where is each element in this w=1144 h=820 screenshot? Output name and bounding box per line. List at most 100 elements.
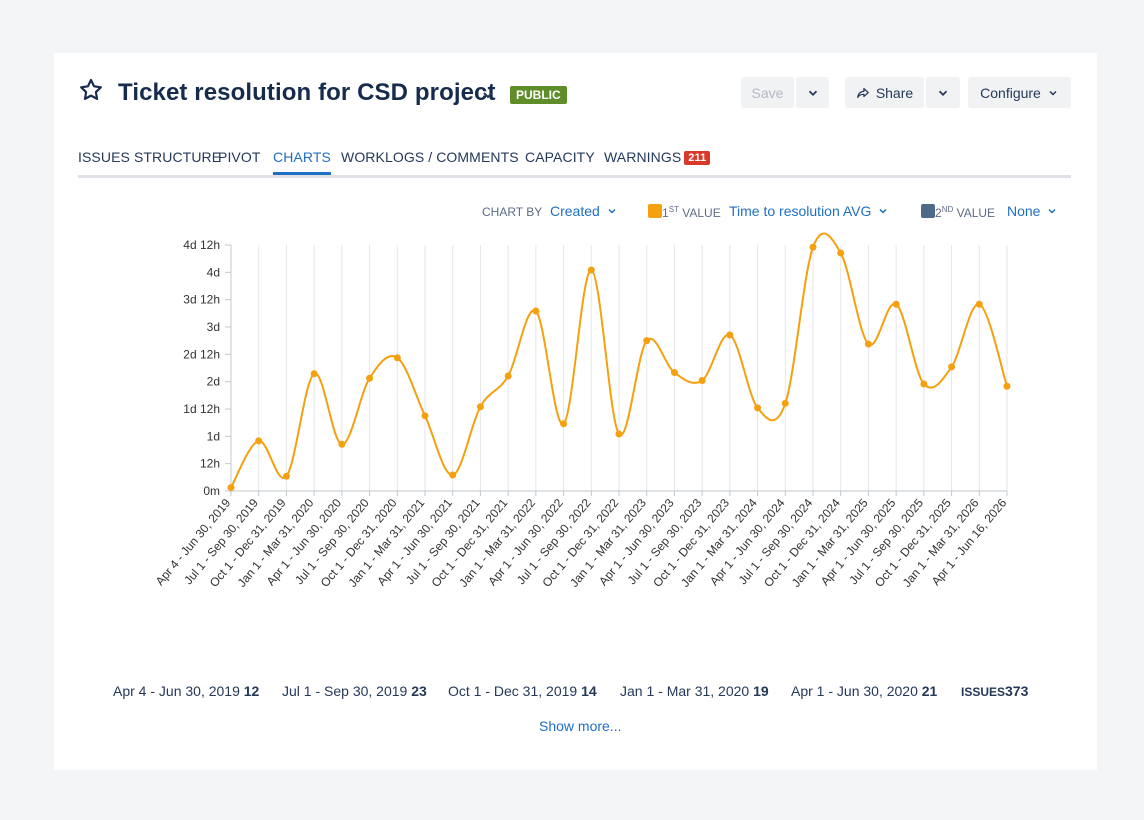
data-point <box>698 377 706 385</box>
second-value-color-swatch[interactable] <box>921 204 935 218</box>
status-badge: PUBLIC <box>510 86 567 104</box>
chevron-down-icon[interactable] <box>480 87 496 103</box>
summary-count: 12 <box>243 683 260 699</box>
data-point <box>476 403 484 411</box>
data-point <box>282 472 290 480</box>
first-value-color-swatch[interactable] <box>648 204 662 218</box>
data-point <box>532 307 540 315</box>
data-point <box>892 300 900 308</box>
tab-charts[interactable]: CHARTS <box>273 149 331 175</box>
first-value-label-sup: ST <box>668 205 679 214</box>
summary-label: Oct 1 - Dec 31, 2019 <box>448 683 578 699</box>
configure-label: Configure <box>980 84 1041 101</box>
data-point <box>560 420 568 428</box>
y-tick-label: 2d <box>207 375 220 389</box>
data-point <box>227 484 235 492</box>
save-button[interactable]: Save <box>741 77 794 108</box>
warnings-count-badge: 211 <box>684 151 711 165</box>
summary-count: 19 <box>753 683 769 699</box>
tab-worklogs-comments[interactable]: WORKLOGS / COMMENTS <box>341 149 519 165</box>
data-point <box>338 440 346 448</box>
data-point <box>255 437 263 445</box>
data-point <box>726 331 734 339</box>
first-value-value: Time to resolution AVG <box>729 203 872 219</box>
tab-warnings[interactable]: WARNINGS 211 <box>604 149 711 172</box>
tab-pivot[interactable]: PIVOT <box>218 149 261 165</box>
second-value-value: None <box>1007 203 1041 219</box>
report-header: Ticket resolution for CSD project PUBLIC… <box>78 75 1071 115</box>
issues-label: ISSUES <box>961 685 1006 699</box>
data-point <box>310 370 318 378</box>
share-button[interactable]: Share <box>845 77 924 108</box>
data-point <box>975 300 983 308</box>
data-point <box>449 471 457 479</box>
page-title: Ticket resolution for CSD project <box>118 79 496 106</box>
tab-warnings-label: WARNINGS <box>604 149 682 165</box>
y-tick-label: 12h <box>200 457 220 471</box>
y-tick-label: 3d <box>207 320 220 334</box>
summary-count: 14 <box>581 683 597 699</box>
summary-label: Apr 1 - Jun 30, 2020 <box>791 683 918 699</box>
y-tick-label: 1d <box>207 429 220 443</box>
chevron-down-icon <box>938 90 948 96</box>
tab-issues-structure[interactable]: ISSUES STRUCTURE <box>78 149 222 165</box>
data-point <box>587 266 595 274</box>
save-options-button[interactable] <box>796 77 829 108</box>
show-more-link[interactable]: Show more... <box>539 718 622 734</box>
chart-by-value: Created <box>550 203 600 219</box>
data-point <box>670 369 678 377</box>
chevron-down-icon <box>1049 90 1057 96</box>
first-value-label-num: 1 <box>662 206 669 220</box>
issues-total: ISSUES373 <box>961 683 1028 699</box>
chevron-down-icon <box>608 208 616 214</box>
data-point <box>837 249 845 257</box>
chart-by-label: CHART BY <box>482 205 543 219</box>
star-icon[interactable] <box>78 77 104 103</box>
summary-item: Apr 4 - Jun 30, 2019 12 <box>113 683 259 699</box>
second-value-label-sup: ND <box>941 205 954 214</box>
data-point <box>504 372 512 380</box>
y-tick-label: 4d <box>207 265 220 279</box>
share-options-button[interactable] <box>926 77 960 108</box>
summary-label: Jan 1 - Mar 31, 2020 <box>620 683 750 699</box>
data-point <box>1003 382 1011 390</box>
data-point <box>864 340 872 348</box>
summary-count: 21 <box>921 683 938 699</box>
chevron-down-icon <box>1048 208 1056 214</box>
first-value-label-rest: VALUE <box>678 206 721 220</box>
tab-capacity[interactable]: CAPACITY <box>525 149 595 165</box>
second-value-label-rest: VALUE <box>953 206 996 220</box>
summary-item: Apr 1 - Jun 30, 2020 21 <box>791 683 937 699</box>
data-point <box>920 380 928 388</box>
data-point <box>754 404 762 412</box>
summary-item: Oct 1 - Dec 31, 2019 14 <box>448 683 597 699</box>
share-label: Share <box>875 84 914 101</box>
data-point <box>809 243 817 251</box>
data-point <box>393 354 401 362</box>
chart-by-select[interactable]: Created <box>550 203 618 219</box>
configure-button[interactable]: Configure <box>968 77 1071 108</box>
second-value-label: 2ND VALUE <box>935 205 995 220</box>
y-tick-label: 0m <box>203 484 220 498</box>
summary-item: Jul 1 - Sep 30, 2019 23 <box>282 683 427 699</box>
issues-count: 373 <box>1005 683 1029 699</box>
data-point <box>421 412 429 420</box>
second-value-label-num: 2 <box>935 206 942 220</box>
chevron-down-icon <box>879 208 887 214</box>
y-tick-label: 1d 12h <box>183 402 220 416</box>
chevron-down-icon <box>808 90 817 96</box>
report-card: Ticket resolution for CSD project PUBLIC… <box>54 53 1097 770</box>
share-icon <box>856 87 869 98</box>
second-value-select[interactable]: None <box>1007 203 1058 219</box>
first-value-label: 1ST VALUE <box>662 205 721 220</box>
data-point <box>615 430 623 438</box>
summary-count: 23 <box>411 683 427 699</box>
chart-controls: CHART BY Created 1ST VALUE Time to resol… <box>54 203 1097 223</box>
summary-label: Jul 1 - Sep 30, 2019 <box>282 683 408 699</box>
data-point <box>643 337 651 345</box>
data-point <box>781 399 789 407</box>
y-tick-label: 2d 12h <box>183 347 220 361</box>
first-value-select[interactable]: Time to resolution AVG <box>729 203 889 219</box>
summary-item: Jan 1 - Mar 31, 2020 19 <box>620 683 769 699</box>
